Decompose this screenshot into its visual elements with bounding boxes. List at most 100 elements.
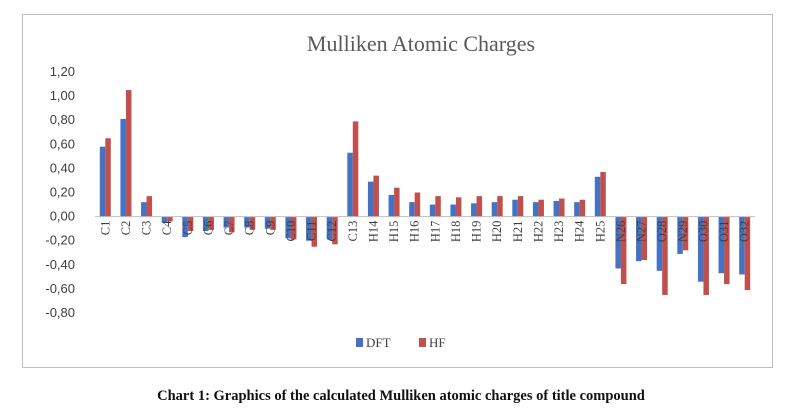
bar-hf-c13: [352, 121, 359, 217]
bar-hf-h22: [538, 199, 544, 217]
bar-dft-c2: [120, 118, 126, 217]
x-tick-label: C6: [201, 221, 215, 236]
bar-dft-h16: [409, 202, 415, 217]
bar-hf-h14: [373, 175, 379, 217]
bar-hf-c6: [208, 216, 214, 230]
bar-hf-c7: [229, 216, 235, 233]
bar-dft-c10: [285, 216, 291, 239]
x-tick-label: C9: [263, 221, 277, 236]
bar-dft-n26: [615, 216, 621, 269]
bar-hf-h15: [394, 187, 400, 217]
bar-dft-c11: [306, 216, 312, 241]
bar-hf-h19: [476, 196, 483, 217]
bar-dft-h23: [553, 200, 560, 217]
legend-swatch-hf: [419, 338, 426, 347]
bar-hf-h20: [497, 196, 503, 217]
x-tick-label: C3: [140, 221, 154, 236]
bar-hf-h18: [455, 197, 462, 217]
bar-hf-h21: [517, 196, 524, 217]
figure-caption: Chart 1: Graphics of the calculated Mull…: [157, 388, 645, 404]
y-tick-label: -0,80: [45, 305, 75, 320]
y-tick-label: 0,20: [50, 185, 75, 200]
bar-dft-h24: [574, 202, 580, 217]
bar-hf-c8: [249, 216, 256, 230]
y-tick-label: -0,40: [45, 257, 75, 272]
bar-hf-o28: [662, 216, 668, 295]
bar-hf-c1: [105, 138, 111, 217]
legend: DFT HF: [356, 335, 446, 350]
bar-dft-c9: [264, 216, 271, 229]
bar-dft-c4: [161, 216, 168, 223]
bar-dft-h21: [512, 199, 518, 217]
bar-dft-o28: [656, 216, 663, 271]
x-tick-label: O31: [717, 221, 731, 243]
x-tick-label: C5: [181, 221, 195, 236]
bar-hf-c3: [146, 196, 153, 217]
bar-hf-h25: [600, 172, 606, 217]
x-tick-label: H18: [449, 221, 463, 243]
bar-dft-h20: [491, 202, 498, 217]
x-tick-label: H14: [366, 220, 380, 242]
bar-hf-h16: [414, 192, 421, 217]
bar-dft-c13: [347, 152, 353, 217]
x-tick-label: O32: [738, 221, 752, 243]
bar-hf-o32: [744, 216, 751, 291]
bar-dft-h15: [388, 194, 395, 217]
bar-dft-h14: [367, 181, 374, 217]
x-tick-label: H20: [490, 221, 504, 243]
chart-title: Mulliken Atomic Charges: [307, 31, 535, 56]
chart-frame: Mulliken Atomic Charges 1,20 1,00 0,80 0,60…: [22, 14, 773, 368]
x-tick-label: H24: [573, 220, 587, 242]
bar-hf-o30: [703, 216, 709, 295]
bar-dft-h18: [450, 204, 456, 217]
bar-dft-h17: [429, 204, 436, 217]
x-tick-label: C13: [346, 221, 360, 242]
bar-hf-c12: [332, 216, 338, 245]
bar-dft-n29: [677, 216, 683, 254]
x-tick-label: C11: [305, 221, 319, 241]
bar-dft-o30: [697, 216, 704, 282]
bar-dft-h19: [471, 203, 477, 217]
y-tick-label: -0,60: [45, 281, 75, 296]
x-tick-label: H22: [531, 221, 545, 243]
bar-hf-c4: [167, 216, 173, 222]
bar-hf-h24: [579, 199, 586, 217]
y-tick-label: 1,20: [50, 64, 75, 79]
bar-dft-c8: [244, 216, 250, 228]
x-axis: C1 C2 C3 C4 C5 C6 C7 C8 C9 C10 C11 C12 C13 H14 H15 H16 H…: [95, 216, 755, 243]
bar-hf-c10: [290, 216, 297, 240]
y-tick-label: 0,00: [50, 209, 75, 224]
y-tick-label: 0,80: [50, 112, 75, 127]
bar-dft-o32: [739, 216, 745, 275]
y-tick-label: 1,00: [50, 88, 75, 103]
bar-dft-c6: [202, 216, 209, 232]
x-tick-label: C8: [243, 221, 257, 236]
bar-dft-c5: [182, 216, 188, 238]
bar-hf-o31: [724, 216, 730, 285]
x-tick-label: H16: [408, 221, 422, 243]
bar-hf-c5: [187, 216, 194, 232]
x-tick-label: N26: [614, 221, 628, 243]
bar-hf-h23: [559, 198, 565, 217]
x-tick-label: C12: [325, 221, 339, 242]
x-tick-label: N27: [635, 221, 649, 243]
bars: [99, 90, 751, 295]
bar-hf-n27: [641, 216, 648, 260]
x-tick-label: O30: [696, 221, 710, 243]
legend-swatch-dft: [356, 338, 363, 347]
bar-dft-n27: [636, 216, 642, 262]
x-tick-label: H23: [552, 221, 566, 243]
x-tick-label: H25: [593, 221, 607, 243]
y-tick-label: 0,40: [50, 160, 75, 175]
x-tick-label: H21: [511, 221, 525, 243]
bar-hf-c2: [125, 90, 132, 217]
x-tick-label: H19: [470, 221, 484, 243]
bar-dft-c12: [326, 216, 333, 240]
x-tick-label: C4: [160, 220, 174, 235]
bar-hf-c11: [311, 216, 318, 247]
bar-dft-o31: [718, 216, 725, 274]
bar-dft-c3: [141, 202, 147, 217]
x-tick-label: C2: [119, 221, 133, 236]
y-axis: 1,20 1,00 0,80 0,60 0,40 0,20 0,00 -0,20 -0,40 -0…: [45, 64, 75, 320]
x-tick-label: O28: [655, 221, 669, 243]
